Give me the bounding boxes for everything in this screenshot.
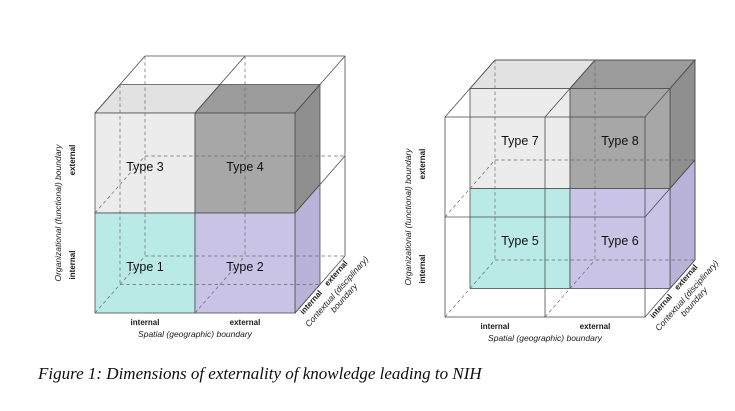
cube-edge	[644, 259, 696, 318]
cube-edge	[444, 59, 496, 118]
right-cube-wireframe	[444, 59, 696, 318]
x-axis-external-label: external	[230, 318, 261, 327]
hidden-edge	[94, 155, 146, 214]
figure-caption: Figure 1: Dimensions of externality of k…	[38, 364, 482, 383]
cube-edge	[294, 155, 346, 214]
y-axis-internal-label: internal	[68, 251, 77, 280]
right-cube-diagram: Type 7 Type 8 Type 5 Type 6 Organization…	[403, 58, 721, 343]
left-cube-faces	[94, 83, 321, 315]
y-axis-internal-label: internal	[418, 255, 427, 284]
left-cube-diagram: Type 3 Type 4 Type 1 Type 2 Organization…	[53, 55, 371, 339]
hidden-edge	[444, 259, 496, 318]
type1-label: Type 1	[126, 260, 164, 274]
hidden-edge	[194, 255, 246, 314]
cube-edge	[294, 255, 346, 314]
right-cube-labels: Type 7 Type 8 Type 5 Type 6	[501, 134, 639, 248]
hidden-edge	[544, 259, 596, 318]
y-axis-title: Organizational (functional) boundary	[403, 148, 413, 286]
x-axis-title: Spatial (geographic) boundary	[138, 329, 253, 339]
hidden-edge	[444, 159, 496, 218]
type2-face	[194, 212, 296, 314]
type2-label: Type 2	[226, 260, 264, 274]
x-axis-external-label: external	[580, 322, 611, 331]
y-axis-title: Organizational (functional) boundary	[53, 144, 63, 282]
type8-face	[569, 88, 671, 189]
type5-label: Type 5	[501, 234, 539, 248]
type6-label: Type 6	[601, 234, 639, 248]
left-cube-labels: Type 3 Type 4 Type 1 Type 2	[126, 160, 264, 274]
cube-edge	[644, 159, 696, 218]
cube-edge	[294, 55, 346, 114]
y-axis-external-label: external	[68, 145, 77, 176]
y-axis-external-label: external	[418, 149, 427, 180]
right-cube-faces	[469, 58, 696, 290]
type7-label: Type 7	[501, 134, 539, 148]
type3-label: Type 3	[126, 160, 164, 174]
cube-edge	[644, 59, 696, 118]
cube-edge	[194, 55, 246, 114]
x-axis-internal-label: internal	[131, 318, 160, 327]
type8-label: Type 8	[601, 134, 639, 148]
x-axis-internal-label: internal	[481, 322, 510, 331]
cube-edge	[544, 59, 596, 118]
type5-face	[469, 188, 571, 289]
type4-label: Type 4	[226, 160, 264, 174]
x-axis-title: Spatial (geographic) boundary	[488, 333, 603, 343]
type6-face	[569, 188, 671, 289]
left-cube-wireframe	[94, 55, 346, 314]
